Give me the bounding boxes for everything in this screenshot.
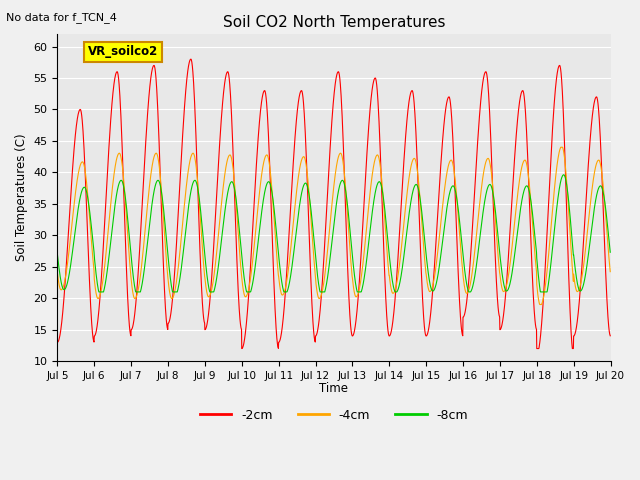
-2cm xyxy=(607,333,614,339)
-2cm xyxy=(495,311,502,317)
-2cm xyxy=(573,319,581,324)
-8cm xyxy=(557,175,565,181)
-8cm xyxy=(54,252,61,257)
-8cm xyxy=(495,240,502,245)
-4cm xyxy=(536,301,543,307)
Y-axis label: Soil Temperatures (C): Soil Temperatures (C) xyxy=(15,134,28,261)
-2cm xyxy=(187,56,195,62)
Line: -4cm: -4cm xyxy=(58,147,611,304)
-2cm xyxy=(350,329,358,335)
-4cm xyxy=(208,287,216,293)
Title: Soil CO2 North Temperatures: Soil CO2 North Temperatures xyxy=(223,15,445,30)
Text: No data for f_TCN_4: No data for f_TCN_4 xyxy=(6,12,117,23)
-4cm xyxy=(495,256,502,262)
-4cm xyxy=(54,270,61,276)
-4cm xyxy=(573,288,581,294)
Line: -8cm: -8cm xyxy=(58,175,611,292)
-2cm xyxy=(238,346,246,351)
-2cm xyxy=(558,80,566,86)
-8cm xyxy=(560,172,568,178)
-8cm xyxy=(208,289,216,295)
-8cm xyxy=(362,263,370,268)
Line: -2cm: -2cm xyxy=(58,59,611,348)
-2cm xyxy=(54,339,61,345)
X-axis label: Time: Time xyxy=(319,382,348,395)
-4cm xyxy=(558,144,566,150)
-4cm xyxy=(350,286,358,291)
-2cm xyxy=(208,273,216,278)
-8cm xyxy=(95,289,103,295)
-4cm xyxy=(557,144,564,150)
-4cm xyxy=(362,234,369,240)
-8cm xyxy=(607,250,614,255)
-8cm xyxy=(573,280,581,286)
-4cm xyxy=(607,269,614,275)
-8cm xyxy=(350,268,358,274)
Text: VR_soilco2: VR_soilco2 xyxy=(88,45,158,58)
-2cm xyxy=(362,162,370,168)
Legend: -2cm, -4cm, -8cm: -2cm, -4cm, -8cm xyxy=(195,404,473,427)
